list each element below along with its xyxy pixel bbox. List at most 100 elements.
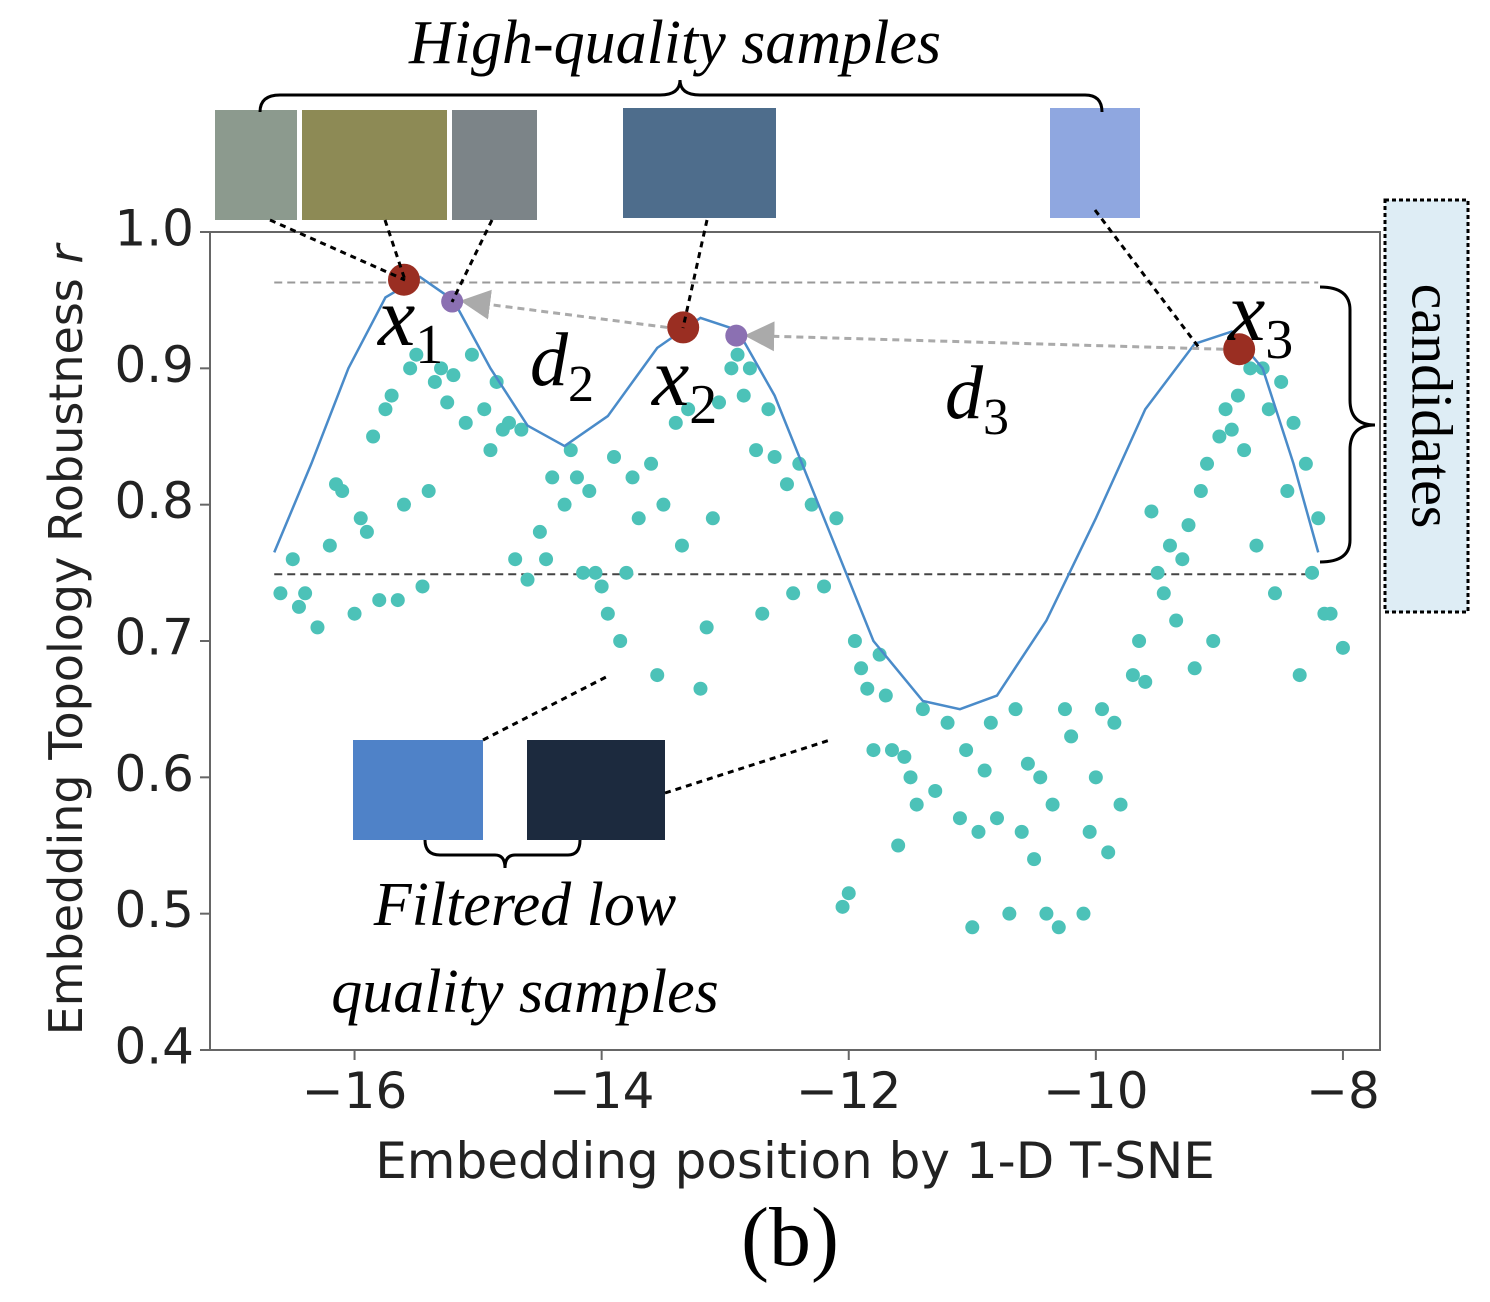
point-label: x3 [1226, 266, 1293, 371]
plot-area: 0.4 0.5 0.6 0.7 0.8 0.9 1.0 −16 −14 −12 −10 −8 [114, 200, 1379, 1121]
scatter-point [755, 606, 770, 621]
scatter-point [625, 470, 640, 485]
scatter-point [298, 586, 313, 601]
scatter-point [1323, 606, 1338, 621]
y-axis-label-var: r [39, 242, 93, 264]
scatter-point [712, 395, 727, 410]
label-base: x [1226, 266, 1265, 359]
distance-label: d2 [530, 318, 594, 413]
scatter-point [650, 668, 665, 683]
label-sub: 1 [415, 314, 443, 376]
label-sub: 3 [1265, 309, 1293, 371]
scatter-point [508, 552, 523, 567]
y-tick-label: 0.4 [114, 1018, 194, 1076]
scatter-point [829, 511, 844, 526]
scatter-point [421, 484, 436, 499]
scatter-point [693, 681, 708, 696]
scatter-point [458, 415, 473, 430]
x-tick-label: −12 [796, 1062, 902, 1120]
scatter-point [1008, 702, 1023, 717]
braces [258, 79, 1376, 869]
scatter-point [699, 620, 714, 635]
scatter-point [977, 763, 992, 778]
scatter-point [285, 552, 300, 567]
image [452, 110, 537, 220]
scatter-point [1298, 456, 1313, 471]
scatter-point [563, 443, 578, 458]
distance-arrow [744, 321, 1224, 352]
scatter-point [1218, 402, 1233, 417]
scatter-point [897, 749, 912, 764]
scatter-point [644, 456, 659, 471]
scatter-point [514, 422, 529, 437]
scatter-point [291, 599, 306, 614]
scatter-point [310, 620, 325, 635]
image [623, 108, 776, 218]
connector [482, 673, 611, 742]
x-tick-label: −10 [1043, 1062, 1149, 1120]
scatter-point [1138, 674, 1153, 689]
scatter-point [464, 347, 479, 362]
scatter-point [730, 347, 745, 362]
scatter-point [1237, 443, 1252, 458]
image [353, 740, 483, 840]
scatter-point [619, 565, 634, 580]
chart-title: High-quality samples [408, 9, 941, 77]
scatter-point [971, 824, 986, 839]
connector [269, 218, 406, 282]
x-tick-label: −16 [302, 1062, 408, 1120]
brace [1319, 285, 1376, 564]
annotation: Filtered low [373, 871, 677, 939]
scatter-point [446, 368, 461, 383]
scatter-point [1064, 729, 1079, 744]
scatter-point [1002, 906, 1017, 921]
scatter-point [322, 538, 337, 553]
y-tick-label: 1.0 [114, 200, 194, 258]
scatter-point [1144, 504, 1159, 519]
point-labels: x1 x2 x3 d2 d3 [376, 266, 1293, 446]
scatter-point [588, 565, 603, 580]
point-label: x2 [650, 331, 717, 436]
scatter-point [594, 579, 609, 594]
x-tick-label: −14 [549, 1062, 655, 1120]
distance-arrow [460, 289, 668, 329]
scatter-point [347, 606, 362, 621]
scatter-point [854, 661, 869, 676]
scatter-point [891, 838, 906, 853]
scatter-point [273, 586, 288, 601]
label-base: d [945, 351, 984, 435]
scatter-point [390, 593, 405, 608]
scatter-point [520, 572, 535, 587]
scatter-point [1082, 824, 1097, 839]
y-axis-label: Embedding Topology Robustness r [39, 242, 93, 1036]
label-base: x [376, 271, 415, 364]
scatter-point [335, 484, 350, 499]
scatter-point [761, 402, 776, 417]
y-tick-label: 0.9 [114, 336, 194, 394]
scatter-point [705, 511, 720, 526]
scatter-point [353, 511, 368, 526]
scatter-point [940, 715, 955, 730]
scatter-point [742, 361, 757, 376]
scatter-point [1033, 770, 1048, 785]
scatter-point [656, 497, 671, 512]
x-tick-label: −8 [1306, 1062, 1380, 1120]
image [302, 110, 447, 220]
scatter-point [396, 497, 411, 512]
scatter-point [1162, 538, 1177, 553]
connectors [269, 209, 1202, 795]
scatter-point [909, 797, 924, 812]
scatter-point [884, 743, 899, 758]
scatter-point [1187, 661, 1202, 676]
scatter-point [557, 497, 572, 512]
scatter-point [736, 388, 751, 403]
scatter-point [674, 538, 689, 553]
y-axis-label-text: Embedding Topology Robustness [39, 278, 93, 1035]
scatter-point [1076, 906, 1091, 921]
scatter-point [1249, 538, 1264, 553]
scatter-point [1243, 361, 1258, 376]
scatter-point [952, 811, 967, 826]
scatter-point [1101, 845, 1116, 860]
label-sub: 3 [983, 389, 1009, 446]
